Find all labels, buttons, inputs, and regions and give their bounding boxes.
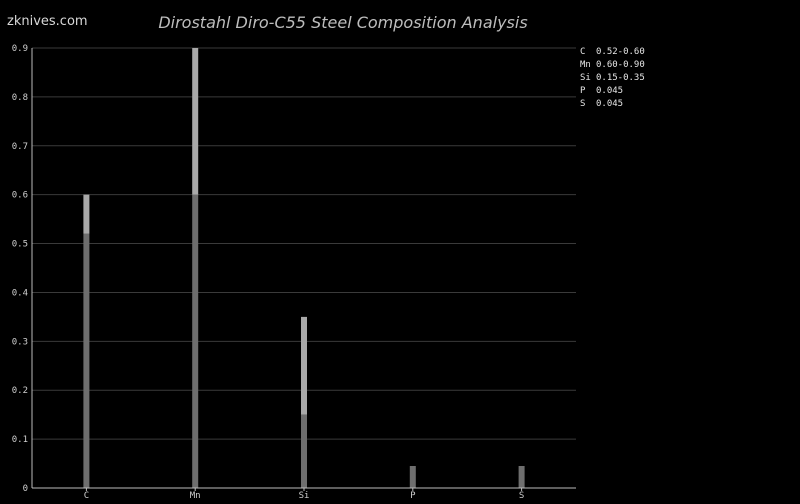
x-tick-label: Si [299, 491, 310, 501]
bars [83, 48, 525, 488]
legend-value: 0.52-0.60 [596, 47, 645, 57]
bar-mn [192, 194, 199, 488]
grid [32, 47, 576, 440]
legend-value: 0.15-0.35 [596, 73, 645, 83]
brand-logo: zknives.com [7, 14, 88, 29]
legend: C 0.52-0.60 Mn 0.60-0.90 Si 0.15-0.35 P 0.045 S 0… [580, 47, 645, 109]
x-tick-label: S [519, 491, 524, 501]
x-tick-labels: C Mn Si P S [84, 488, 524, 501]
legend-element: S [580, 99, 585, 109]
y-tick-label: 0.4 [12, 288, 28, 298]
chart-title: Dirostahl Diro-C55 Steel Composition Ana… [158, 13, 527, 32]
bar-c [83, 233, 90, 488]
legend-element: P [580, 86, 586, 96]
y-tick-label: 0 [23, 484, 28, 494]
y-tick-labels: 0 0.1 0.2 0.3 0.4 0.5 0.6 0.7 0.8 0.9 [12, 44, 28, 494]
bar-p [409, 466, 416, 488]
y-tick-label: 0.9 [12, 44, 28, 54]
legend-element: Mn [580, 60, 591, 70]
legend-value: 0.045 [596, 99, 623, 109]
bar-range-mn [192, 48, 199, 195]
y-tick-label: 0.6 [12, 191, 28, 201]
y-tick-label: 0.3 [12, 337, 28, 347]
bar-range-si [301, 316, 307, 415]
legend-value: 0.045 [596, 86, 623, 96]
y-tick-label: 0.8 [12, 93, 28, 103]
y-tick-label: 0.7 [12, 142, 28, 152]
legend-element: C [580, 47, 585, 57]
x-tick-label: C [84, 491, 89, 501]
legend-value: 0.60-0.90 [596, 60, 645, 70]
x-tick-label: Mn [190, 491, 201, 501]
x-tick-label: P [410, 491, 416, 501]
y-tick-label: 0.2 [12, 386, 28, 396]
y-tick-label: 0.1 [12, 435, 28, 445]
bar-si [301, 414, 307, 488]
legend-element: Si [580, 73, 591, 83]
y-tick-label: 0.5 [12, 240, 28, 250]
bar-s [518, 466, 525, 488]
bar-range-c [83, 194, 90, 234]
